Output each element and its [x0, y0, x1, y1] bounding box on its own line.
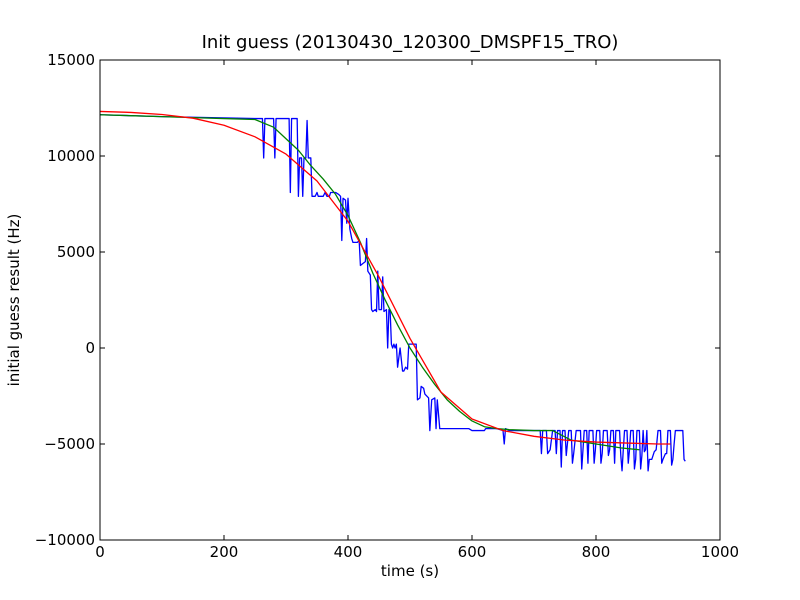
x-tick-label: 400 [334, 543, 363, 561]
y-tick-label: 10000 [47, 147, 95, 165]
plot-area [99, 59, 721, 541]
chart-title: Init guess (20130430_120300_DMSPF15_TRO) [202, 32, 619, 53]
y-axis: −10000 −5000 0 5000 10000 15000 [35, 51, 720, 549]
x-tick-label: 800 [582, 543, 611, 561]
y-tick-label: 5000 [57, 243, 95, 261]
y-tick-label: 0 [85, 339, 95, 357]
axes-frame [99, 59, 721, 541]
series-line-1 [99, 114, 686, 472]
series-line-3 [99, 110, 671, 445]
y-tick-label: 15000 [47, 51, 95, 69]
x-tick-label: 0 [95, 543, 105, 561]
x-axis-label: time (s) [381, 562, 439, 580]
x-tick-label: 200 [210, 543, 239, 561]
y-tick-label: −10000 [35, 531, 95, 549]
x-axis: 0 200 400 600 800 1000 [95, 60, 739, 561]
y-tick-label: −5000 [44, 435, 95, 453]
series-line-2 [99, 114, 640, 451]
x-tick-label: 600 [458, 543, 487, 561]
x-tick-label: 1000 [701, 543, 739, 561]
y-axis-label: initial guess result (Hz) [5, 214, 23, 387]
series-layer [99, 110, 686, 472]
